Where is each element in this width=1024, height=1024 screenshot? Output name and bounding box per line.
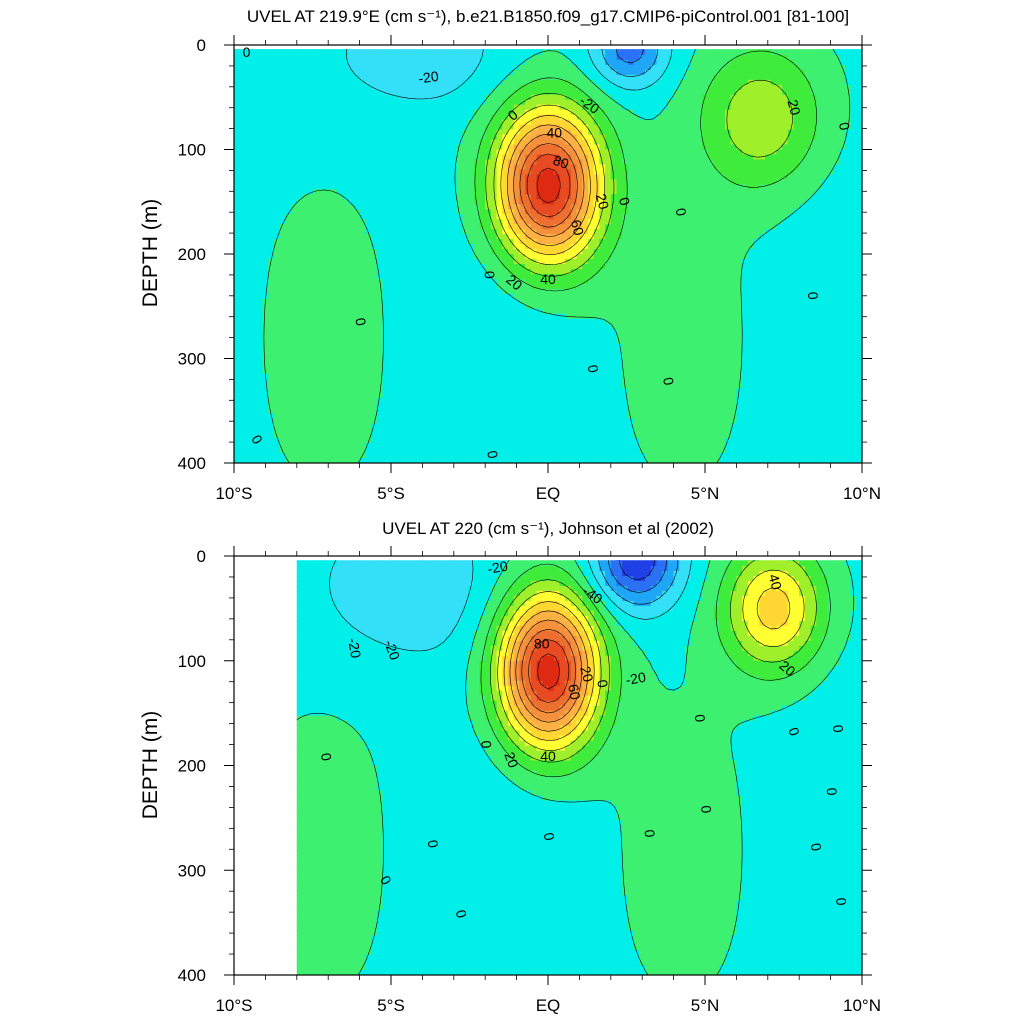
contour-line xyxy=(515,619,583,723)
x-tick-label: 10°N xyxy=(843,996,881,1015)
x-tick-label: 10°S xyxy=(215,484,252,503)
panel-title: UVEL AT 220 (cm s⁻¹), Johnson et al (200… xyxy=(382,519,714,538)
contour-label: -20 xyxy=(417,68,439,87)
contour-label: 0 xyxy=(830,724,847,733)
contour-label: 40 xyxy=(540,748,556,764)
y-tick-label: 400 xyxy=(178,966,206,985)
contour-line xyxy=(526,153,571,218)
y-tick-label: 300 xyxy=(178,861,206,880)
contour-label: 0 xyxy=(805,291,822,300)
contour-label: 0 xyxy=(453,908,471,920)
panel-model: UVEL AT 219.9°E (cm s⁻¹), b.e21.B1850.f0… xyxy=(139,7,881,503)
contour-label: 80 xyxy=(534,636,550,652)
contour-line xyxy=(503,587,791,741)
y-tick-label: 100 xyxy=(178,652,206,671)
contour-line xyxy=(616,49,644,64)
panel-observations: UVEL AT 220 (cm s⁻¹), Johnson et al (200… xyxy=(139,519,881,1015)
contour-line xyxy=(521,629,576,714)
y-axis-label: DEPTH (m) xyxy=(139,199,162,308)
contour-label: 0 xyxy=(585,363,602,374)
contour-line xyxy=(619,560,655,580)
contour-line xyxy=(528,639,570,703)
contour-line xyxy=(601,49,659,77)
contour-line xyxy=(536,167,561,204)
contour-label: 40 xyxy=(540,271,556,287)
contour-label: 0 xyxy=(484,449,501,460)
contour-line xyxy=(608,560,667,593)
contour-label: 0 xyxy=(425,839,442,850)
contour-line xyxy=(507,124,591,246)
y-tick-label: 300 xyxy=(178,350,206,369)
y-tick-label: 0 xyxy=(197,547,206,566)
contour-label: 60 xyxy=(565,683,583,701)
contour-line xyxy=(263,49,851,464)
contour-line xyxy=(329,560,692,652)
contour-label: 0 xyxy=(616,196,634,208)
contour-label: -20 xyxy=(345,637,364,660)
contour-label: 0 xyxy=(641,829,658,838)
x-tick-label: 5°N xyxy=(691,484,720,503)
contour-label: 20 xyxy=(577,664,597,683)
contour-fill xyxy=(296,560,862,975)
contour-label: 60 xyxy=(568,218,588,237)
x-tick-label: 10°S xyxy=(215,996,252,1015)
contour-label: 0 xyxy=(478,740,495,749)
contour-label: 20 xyxy=(501,750,521,770)
contour-label: 0 xyxy=(673,207,690,218)
contour-label: 0 xyxy=(833,897,850,906)
contour-label: 80 xyxy=(551,152,571,172)
y-tick-label: 100 xyxy=(178,141,206,160)
contour-label: 0 xyxy=(352,316,369,327)
y-tick-label: 200 xyxy=(178,757,206,776)
x-tick-label: 5°N xyxy=(691,996,720,1015)
contour-label: -20 xyxy=(486,558,509,577)
y-tick-label: 0 xyxy=(197,36,206,55)
contour-line xyxy=(474,50,817,292)
contour-lines xyxy=(263,49,851,464)
contour-line xyxy=(490,560,817,763)
contour-label: 0 xyxy=(808,842,825,853)
contour-line xyxy=(493,104,605,265)
panel-title: UVEL AT 219.9°E (cm s⁻¹), b.e21.B1850.f0… xyxy=(247,7,849,26)
y-tick-label: 200 xyxy=(178,245,206,264)
contour-label: 20 xyxy=(784,98,804,117)
contour-label: 0 xyxy=(836,121,853,132)
contour-label: 40 xyxy=(546,125,562,141)
contour-label: 40 xyxy=(766,572,786,591)
x-tick-label: 5°S xyxy=(377,996,405,1015)
contour-line xyxy=(598,560,679,605)
contour-line xyxy=(296,560,855,975)
contour-label: 0 xyxy=(481,270,498,279)
contour-line xyxy=(509,610,589,732)
contour-label: 0 xyxy=(541,831,558,842)
contour-label: 0 xyxy=(594,678,611,689)
contour-label: 0 xyxy=(660,376,677,387)
y-axis-label: DEPTH (m) xyxy=(139,711,162,820)
contour-label: 0 xyxy=(243,44,251,60)
contour-line xyxy=(346,49,673,100)
contour-fill xyxy=(234,49,862,464)
contour-line xyxy=(497,569,805,751)
contour-label: -20 xyxy=(624,669,647,688)
contour-line xyxy=(485,79,793,277)
x-tick-label: 10°N xyxy=(843,484,881,503)
y-tick-label: 400 xyxy=(178,454,206,473)
contour-label: 0 xyxy=(698,805,715,814)
x-tick-label: EQ xyxy=(536,996,561,1015)
x-tick-label: EQ xyxy=(536,484,561,503)
contour-line xyxy=(480,560,831,778)
contour-label: 0 xyxy=(824,787,841,796)
contour-line xyxy=(537,653,560,689)
contour-label: 0 xyxy=(692,714,709,723)
contour-line xyxy=(513,133,585,237)
contour-line xyxy=(500,115,598,256)
x-tick-label: 5°S xyxy=(377,484,405,503)
contour-line xyxy=(519,143,578,228)
contour-label: 20 xyxy=(593,192,613,211)
contour-label: 0 xyxy=(318,752,335,763)
contour-lines xyxy=(296,560,855,975)
contour-label: -20 xyxy=(381,638,403,663)
